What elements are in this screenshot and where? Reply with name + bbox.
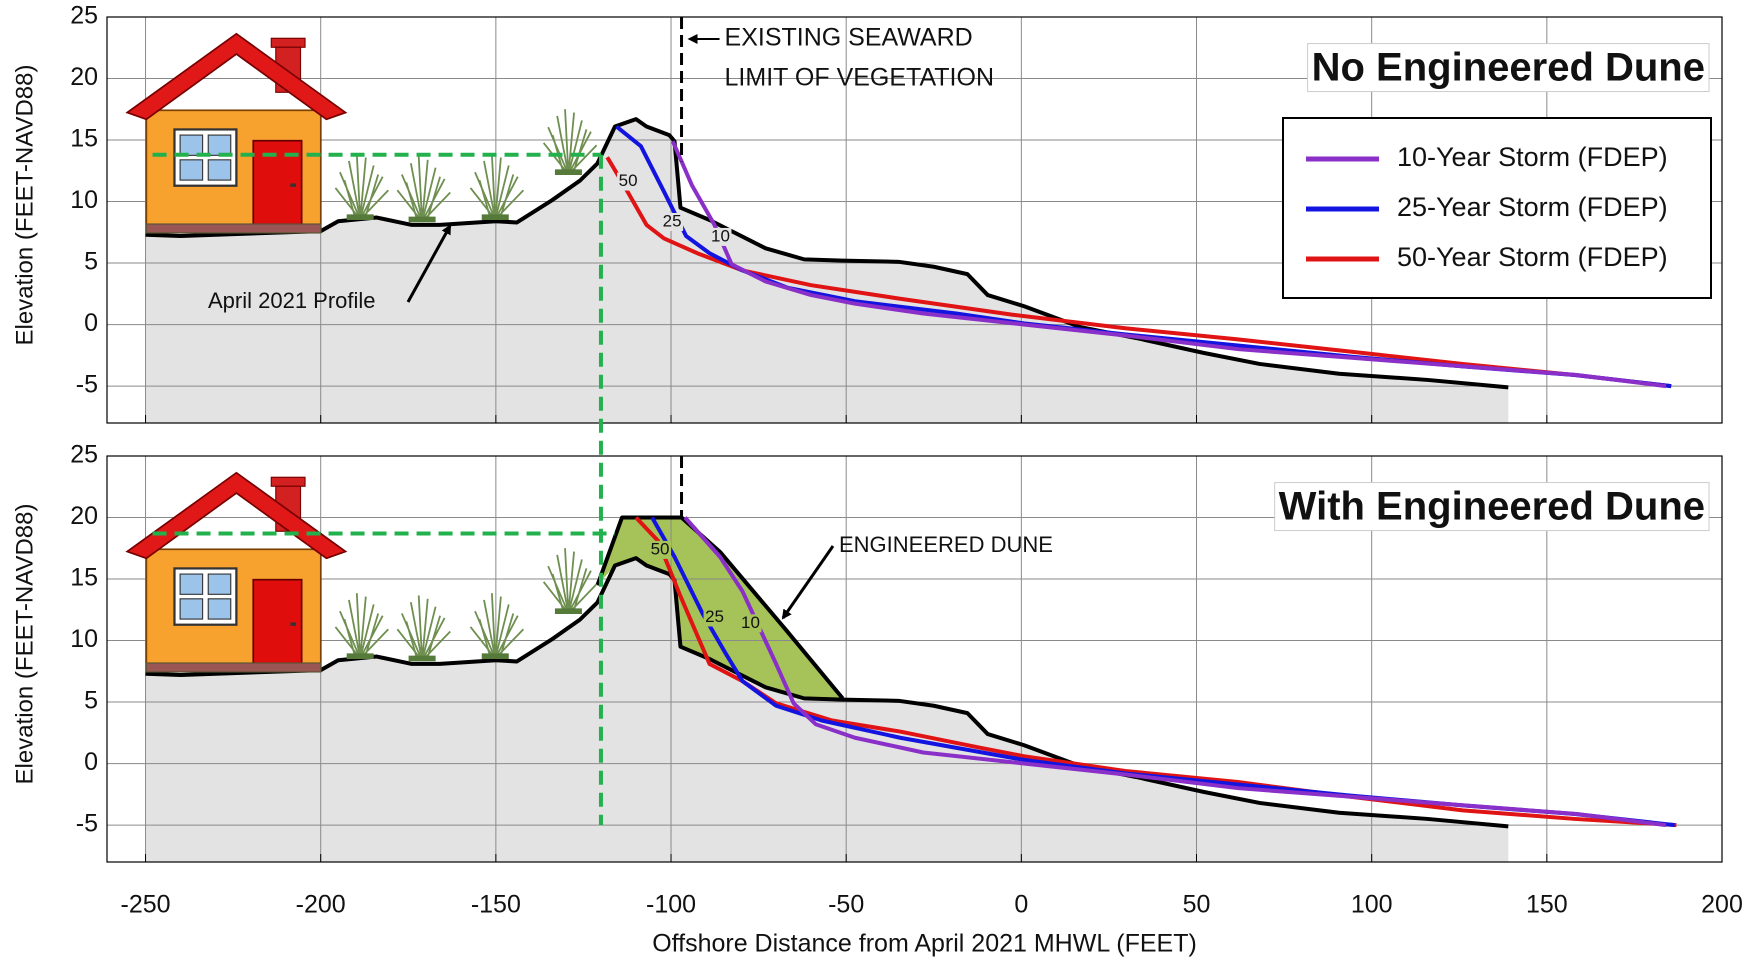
title-bg — [1307, 43, 1710, 93]
curve-label: 50 — [651, 539, 670, 558]
y-axis-label: Elevation (FEET-NAVD88) — [11, 504, 38, 785]
series-line — [634, 516, 1677, 828]
y-tick-label: 15 — [70, 564, 98, 592]
x-tick-label: -200 — [296, 891, 346, 919]
x-tick-label: 100 — [1351, 891, 1393, 919]
dune-fill — [597, 517, 843, 699]
vegetation-label: EXISTING SEAWARD — [725, 24, 973, 52]
x-tick-label: -100 — [646, 891, 696, 919]
y-tick-label: 5 — [84, 248, 98, 276]
y-axis-label: Elevation (FEET-NAVD88) — [11, 65, 38, 346]
y-tick-label: 0 — [84, 748, 98, 776]
y-tick-label: 20 — [70, 63, 98, 91]
curve-label: 25 — [705, 607, 724, 626]
curve-label-bg — [661, 212, 684, 231]
curve-label-bg — [649, 540, 672, 559]
y-tick-label: 5 — [84, 687, 98, 715]
curve-label-bg — [739, 614, 762, 633]
plot-border — [106, 455, 1723, 863]
profile-label: April 2021 Profile — [208, 288, 376, 313]
curve-label: 10 — [711, 226, 730, 245]
x-tick-label: 150 — [1526, 891, 1568, 919]
y-tick-label: 10 — [70, 625, 98, 653]
curve-label: 10 — [741, 613, 760, 632]
y-tick-label: 15 — [70, 125, 98, 153]
curve-label-bg — [617, 172, 640, 191]
plot-border — [106, 16, 1723, 424]
panel-title: With Engineered Dune — [1279, 485, 1705, 529]
vegetation-label: LIMIT OF VEGETATION — [725, 64, 994, 92]
legend-label: 50-Year Storm (FDEP) — [1397, 242, 1668, 272]
x-tick-label: 200 — [1701, 891, 1743, 919]
y-tick-label: 25 — [70, 2, 98, 30]
y-tick-label: 0 — [84, 309, 98, 337]
profile-fill — [145, 558, 1509, 862]
legend-label: 10-Year Storm (FDEP) — [1397, 142, 1668, 172]
x-tick-label: 0 — [1014, 891, 1028, 919]
curve-label-bg — [703, 608, 726, 627]
series-line — [605, 156, 1672, 389]
x-tick-label: 50 — [1183, 891, 1211, 919]
x-tick-label: -250 — [121, 891, 171, 919]
dune-label: ENGINEERED DUNE — [839, 532, 1053, 557]
y-tick-label: 20 — [70, 502, 98, 530]
x-tick-label: -50 — [828, 891, 864, 919]
annotation-layer: EXISTING SEAWARD LIMIT OF VEGETATION April… — [11, 17, 1712, 958]
dune-arrow — [781, 545, 835, 620]
profile-fill — [145, 119, 1509, 424]
y-tick-label: 25 — [70, 441, 98, 469]
y-tick-label: -5 — [76, 810, 98, 838]
x-axis-label: Offshore Distance from April 2021 MHWL (… — [652, 930, 1197, 958]
curve-label: 50 — [619, 171, 638, 190]
title-bg — [1274, 482, 1710, 532]
legend-label: 25-Year Storm (FDEP) — [1397, 192, 1668, 222]
profile-arrow — [406, 224, 452, 303]
curve-label-bg — [709, 227, 732, 246]
x-tick-label: -150 — [471, 891, 521, 919]
y-tick-label: 10 — [70, 186, 98, 214]
curve-label: 25 — [663, 211, 682, 230]
y-tick-label: -5 — [76, 371, 98, 399]
panel-title: No Engineered Dune — [1312, 46, 1705, 90]
